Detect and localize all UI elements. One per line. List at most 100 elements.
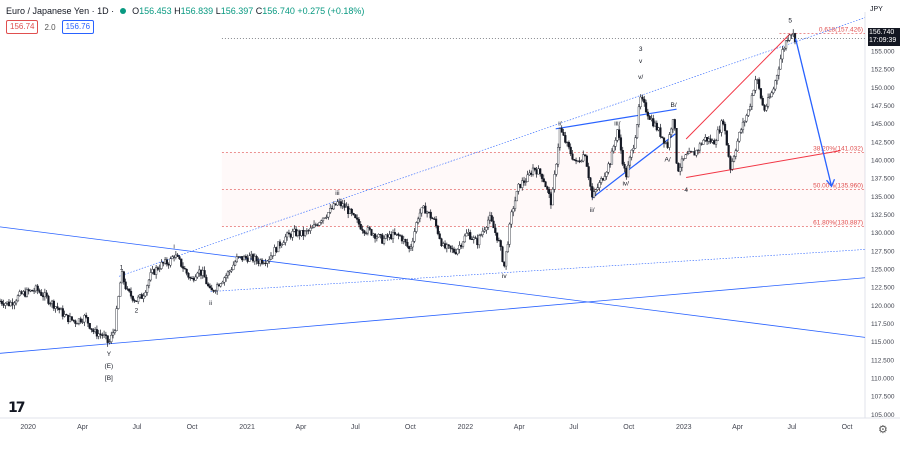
fib-level-label: 61.80%(130.887) [813, 219, 863, 226]
candle-body [510, 211, 513, 225]
candle-body [303, 230, 307, 236]
candle-body [43, 292, 46, 298]
candle-body [497, 240, 501, 242]
candle-body [101, 334, 104, 336]
candle-body [208, 285, 212, 289]
candle-body [777, 68, 780, 76]
sell-price-chip[interactable]: 156.74 [6, 20, 39, 34]
candle-body [54, 306, 57, 309]
candle-body [714, 140, 718, 145]
candle-body [779, 58, 782, 70]
candle-body [119, 282, 122, 297]
candle-body [217, 284, 221, 287]
candle-body [165, 259, 168, 265]
candle-body [70, 316, 73, 321]
candle-body [772, 88, 775, 94]
candle-body [106, 335, 109, 343]
candle-body [88, 323, 91, 329]
wave-label: Y [107, 351, 112, 358]
candle-body [788, 34, 791, 41]
x-tick-label: Apr [514, 424, 526, 431]
candle-body [122, 271, 125, 283]
candle-body [560, 128, 563, 133]
x-tick-label: 2022 [458, 424, 474, 431]
candle-body [81, 321, 84, 323]
candle-body [609, 163, 612, 165]
candle-body [470, 239, 474, 241]
candle-body [562, 132, 565, 136]
low-key: L [215, 6, 221, 16]
candle-body [241, 256, 244, 261]
candle-body [618, 129, 621, 138]
candle-body [345, 206, 348, 208]
candle-body [460, 245, 463, 247]
candle-body [406, 241, 409, 247]
candle-body [115, 308, 118, 331]
candle-body [411, 241, 414, 248]
wedge-lower-line [591, 133, 676, 199]
candle-body [571, 153, 574, 160]
candle-body [167, 263, 170, 266]
x-tick-label: Apr [77, 424, 89, 431]
candle-body [756, 79, 759, 81]
candle-body [201, 270, 204, 276]
candle-body [329, 207, 332, 213]
candle-body [684, 154, 687, 159]
candle-body [76, 323, 79, 325]
candle-body [503, 261, 506, 267]
candle-body [18, 291, 21, 296]
candle-body [375, 236, 378, 239]
candle-body [393, 232, 396, 235]
candle-body [68, 316, 72, 322]
candle-body [7, 301, 11, 307]
candle-body [768, 96, 771, 98]
candle-body [512, 208, 515, 213]
candle-body [443, 243, 447, 249]
candle-body [248, 255, 251, 262]
candle-body [160, 261, 163, 269]
candle-body [47, 295, 50, 304]
gear-icon[interactable]: ⚙ [878, 424, 888, 436]
spread-value: 2.0 [44, 22, 56, 32]
candle-body [574, 159, 578, 162]
candle-body [740, 129, 743, 133]
candle-body [199, 269, 203, 276]
candle-body [736, 140, 739, 151]
candle-body [653, 122, 657, 127]
candle-body [111, 332, 115, 336]
buy-price-chip[interactable]: 156.76 [61, 20, 95, 34]
candle-body [600, 178, 603, 183]
candle-body [295, 228, 298, 236]
x-tick-label: 2023 [676, 424, 692, 431]
candle-body [31, 289, 34, 292]
candle-body [469, 232, 472, 240]
candle-body [643, 98, 646, 103]
candle-body [750, 95, 754, 107]
candle-body [318, 222, 321, 226]
candle-body [404, 239, 407, 243]
candle-body [95, 329, 99, 337]
candle-body [451, 248, 454, 250]
candle-body [357, 219, 361, 225]
candle-body [321, 217, 325, 222]
candle-body [670, 128, 673, 135]
candle-body [282, 242, 285, 245]
candle-body [90, 328, 93, 330]
candle-body [691, 151, 694, 153]
candle-body [2, 303, 5, 306]
candle-body [635, 124, 639, 139]
candle-body [433, 218, 436, 220]
candle-body [388, 234, 391, 238]
symbol-legend: Euro / Japanese Yen · 1D · O156.453 H156… [6, 4, 364, 18]
candle-body [707, 138, 710, 142]
candle-body [275, 247, 278, 253]
candle-body [219, 283, 222, 287]
candle-body [598, 182, 601, 189]
candle-body [587, 166, 590, 179]
wave-label: 2 [135, 307, 139, 314]
high-key: H [174, 6, 181, 16]
candle-body [519, 183, 522, 188]
candle-body [382, 238, 386, 244]
candle-body [373, 233, 377, 239]
